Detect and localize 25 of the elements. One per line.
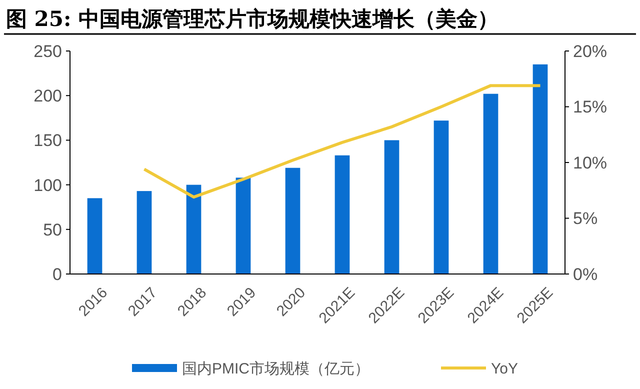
y2-tick-label: 10% bbox=[573, 153, 608, 172]
y2-tick-label: 15% bbox=[573, 98, 608, 117]
bar bbox=[334, 155, 350, 274]
line-series bbox=[142, 84, 542, 199]
legend-label: YoY bbox=[491, 360, 518, 378]
bar bbox=[532, 64, 548, 274]
bar bbox=[384, 140, 400, 274]
bar bbox=[87, 198, 102, 274]
y-tick-label: 50 bbox=[43, 220, 62, 240]
y-tick-label: 100 bbox=[34, 176, 62, 195]
bar bbox=[285, 168, 300, 274]
y2-tick-label: 5% bbox=[573, 209, 598, 228]
y-tick-label: 150 bbox=[34, 131, 62, 150]
y2-tick-label: 20% bbox=[573, 42, 608, 61]
y-tick-label: 0 bbox=[52, 264, 62, 284]
legend-label: 国内PMIC市场规模（亿元） bbox=[182, 360, 370, 378]
chart-title: 图 25: 中国电源管理芯片市场规模快速增长（美金） bbox=[6, 6, 499, 31]
y-tick-label: 200 bbox=[34, 86, 62, 106]
bar bbox=[186, 184, 202, 274]
y2-tick-label: 0% bbox=[573, 264, 598, 284]
bar bbox=[483, 94, 498, 274]
bar bbox=[434, 120, 449, 274]
y-tick-label: 250 bbox=[34, 42, 62, 61]
bar bbox=[136, 191, 152, 274]
bar bbox=[236, 178, 251, 274]
